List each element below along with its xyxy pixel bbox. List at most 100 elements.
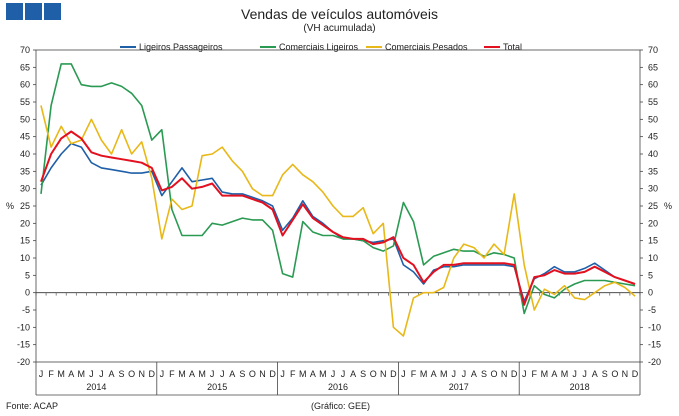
- y-tick-label-right: 70: [648, 45, 658, 55]
- x-month-label: M: [78, 369, 86, 379]
- x-month-label: N: [501, 369, 508, 379]
- y-tick-label-left: 70: [20, 45, 30, 55]
- x-month-label: J: [210, 369, 215, 379]
- y-tick-label-left: -10: [17, 322, 30, 332]
- x-month-label: A: [350, 369, 356, 379]
- y-tick-label-left: 55: [20, 97, 30, 107]
- x-month-label: N: [259, 369, 266, 379]
- x-month-label: A: [471, 369, 477, 379]
- x-month-label: S: [239, 369, 245, 379]
- y-axis-label-left: %: [6, 201, 14, 211]
- series-line: [40, 63, 636, 315]
- x-month-label: D: [269, 369, 276, 379]
- y-tick-label-right: -20: [648, 357, 661, 367]
- x-month-label: J: [99, 369, 104, 379]
- y-tick-label-right: 15: [648, 236, 658, 246]
- x-month-label: S: [360, 369, 366, 379]
- logo-square-1: [6, 3, 23, 20]
- y-tick-label-right: -10: [648, 322, 661, 332]
- x-month-label: J: [220, 369, 225, 379]
- series-line: [40, 130, 636, 306]
- x-month-label: J: [341, 369, 346, 379]
- x-month-label: A: [229, 369, 235, 379]
- x-month-label: O: [249, 369, 256, 379]
- y-axis-label-right: %: [664, 201, 672, 211]
- y-tick-label-right: -5: [648, 305, 656, 315]
- y-tick-label-right: 55: [648, 97, 658, 107]
- y-tick-label-right: 20: [648, 218, 658, 228]
- x-year-label: 2014: [86, 382, 106, 392]
- x-month-label: F: [411, 369, 417, 379]
- y-tick-label-left: 40: [20, 149, 30, 159]
- logo-square-3: [44, 3, 61, 20]
- x-month-label: J: [280, 369, 285, 379]
- x-month-label: A: [68, 369, 74, 379]
- y-tick-label-right: 0: [648, 288, 653, 298]
- x-month-label: N: [380, 369, 387, 379]
- x-month-label: O: [491, 369, 498, 379]
- footer-source: Fonte: ACAP: [6, 401, 59, 411]
- series-line: [40, 105, 636, 337]
- legend-label: Comerciais Ligeiros: [279, 42, 359, 52]
- x-month-label: A: [431, 369, 437, 379]
- x-month-label: J: [582, 369, 587, 379]
- y-tick-label-left: -15: [17, 340, 30, 350]
- x-month-label: O: [370, 369, 377, 379]
- x-month-label: D: [390, 369, 397, 379]
- y-tick-label-left: 25: [20, 201, 30, 211]
- y-tick-label-right: 25: [648, 201, 658, 211]
- x-month-label: J: [401, 369, 406, 379]
- x-year-label: 2018: [570, 382, 590, 392]
- x-month-label: N: [138, 369, 145, 379]
- x-month-label: M: [561, 369, 569, 379]
- x-month-label: J: [331, 369, 336, 379]
- x-month-label: J: [89, 369, 94, 379]
- x-month-label: N: [622, 369, 629, 379]
- legend-label: Ligeiros Passageiros: [139, 42, 223, 52]
- x-month-label: D: [149, 369, 156, 379]
- y-tick-label-left: 30: [20, 184, 30, 194]
- x-month-label: M: [198, 369, 206, 379]
- x-month-label: D: [511, 369, 518, 379]
- y-tick-label-left: 10: [20, 253, 30, 263]
- chart-frame: [33, 49, 643, 396]
- y-tick-label-left: 15: [20, 236, 30, 246]
- x-month-label: M: [57, 369, 65, 379]
- x-month-label: O: [128, 369, 135, 379]
- x-month-label: J: [39, 369, 44, 379]
- x-month-label: M: [299, 369, 307, 379]
- y-tick-label-left: -5: [22, 305, 30, 315]
- legend-label: Comerciais Pesados: [385, 42, 468, 52]
- x-month-label: S: [602, 369, 608, 379]
- footer-credit: (Gráfico: GEE): [311, 401, 371, 411]
- y-tick-label-left: 5: [25, 270, 30, 280]
- x-month-label: A: [551, 369, 557, 379]
- plot-frame: [35, 49, 641, 363]
- y-tick-label-right: 40: [648, 149, 658, 159]
- x-month-label: F: [290, 369, 296, 379]
- x-month-label: A: [310, 369, 316, 379]
- y-tick-label-left: -20: [17, 357, 30, 367]
- x-month-label: F: [48, 369, 54, 379]
- y-tick-label-right: 30: [648, 184, 658, 194]
- x-month-label: J: [462, 369, 467, 379]
- x-month-label: J: [452, 369, 457, 379]
- chart-subtitle: (VH acumulada): [303, 23, 376, 34]
- y-tick-label-left: 60: [20, 80, 30, 90]
- y-tick-label-left: 50: [20, 114, 30, 124]
- chart-series: [40, 63, 636, 337]
- y-tick-label-right: -15: [648, 340, 661, 350]
- x-month-label: F: [169, 369, 175, 379]
- x-month-label: O: [611, 369, 618, 379]
- y-tick-label-right: 35: [648, 166, 658, 176]
- x-month-label: J: [572, 369, 577, 379]
- x-month-label: M: [541, 369, 549, 379]
- x-month-label: M: [440, 369, 448, 379]
- x-month-label: D: [632, 369, 639, 379]
- x-month-label: A: [592, 369, 598, 379]
- x-month-label: J: [160, 369, 165, 379]
- x-month-label: M: [178, 369, 186, 379]
- series-line: [40, 142, 636, 303]
- x-month-label: J: [522, 369, 527, 379]
